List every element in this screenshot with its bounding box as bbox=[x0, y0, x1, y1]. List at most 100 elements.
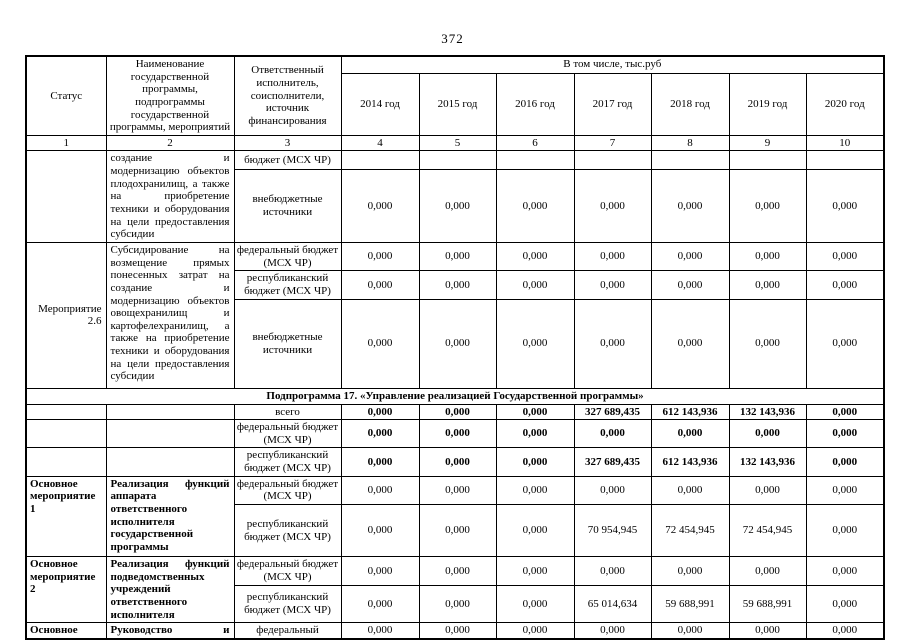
value-cell: 612 143,936 bbox=[650, 403, 730, 421]
header-year: 2017 год bbox=[573, 72, 652, 136]
table-row: республиканский бюджет (МСХ ЧР) 0,000 0,0… bbox=[26, 504, 885, 558]
value-cell bbox=[728, 150, 807, 170]
value-cell: 0,000 bbox=[728, 270, 807, 300]
value-cell: 0,000 bbox=[495, 447, 575, 477]
value-cell: 0,000 bbox=[728, 241, 807, 272]
value-cell: 0,000 bbox=[340, 475, 420, 506]
value-cell: 0,000 bbox=[805, 475, 885, 506]
value-cell: 0,000 bbox=[805, 504, 885, 558]
value-cell: 0,000 bbox=[418, 504, 497, 558]
index-cell: 5 bbox=[418, 134, 497, 152]
index-cell: 10 bbox=[805, 134, 885, 152]
value-cell: 0,000 bbox=[728, 556, 807, 586]
table-row: республиканский бюджет (МСХ ЧР) 0,000 0,0… bbox=[25, 447, 885, 477]
status-cell: Мероприятие 2.6 bbox=[25, 241, 107, 389]
index-cell: 6 bbox=[495, 134, 575, 152]
table-row: федеральный бюджет (МСХ ЧР) 0,000 0,000 0,… bbox=[25, 419, 885, 449]
table-row: Статус Наименование государственной прог… bbox=[25, 55, 885, 136]
value-cell: 0,000 bbox=[418, 298, 497, 389]
index-cell: 8 bbox=[650, 134, 730, 152]
header-year: 2019 год bbox=[728, 72, 807, 136]
header-year: 2014 год bbox=[340, 72, 420, 136]
value-cell: 0,000 bbox=[805, 622, 885, 640]
value-cell: 0,000 bbox=[573, 556, 652, 586]
value-cell: 0,000 bbox=[418, 556, 497, 586]
value-cell: 0,000 bbox=[495, 298, 575, 389]
source-cell: внебюджетные источники bbox=[233, 168, 342, 243]
value-cell: 0,000 bbox=[728, 298, 807, 389]
value-cell: 0,000 bbox=[495, 241, 575, 272]
table-row: Основное Руководство и федеральный 0,000… bbox=[25, 622, 885, 640]
value-cell: 0,000 bbox=[728, 622, 807, 640]
status-cell: Основное bbox=[25, 622, 107, 640]
table-row: республиканский бюджет (МСХ ЧР) 0,000 0,0… bbox=[26, 584, 885, 624]
header-name: Наименование государственной программы, … bbox=[105, 55, 235, 136]
value-cell: 0,000 bbox=[418, 475, 497, 506]
source-cell: республиканский бюджет (МСХ ЧР) bbox=[233, 270, 342, 300]
source-cell: федеральный бюджет (МСХ ЧР) bbox=[233, 475, 342, 506]
value-cell: 72 454,945 bbox=[650, 504, 730, 558]
source-cell: федеральный бюджет (МСХ ЧР) bbox=[233, 241, 342, 272]
value-cell: 0,000 bbox=[805, 270, 885, 300]
header-year: 2020 год bbox=[805, 72, 885, 136]
source-cell: республиканский бюджет (МСХ ЧР) bbox=[233, 504, 342, 558]
value-cell: 0,000 bbox=[418, 241, 497, 272]
value-cell: 327 689,435 bbox=[573, 403, 652, 421]
value-cell: 0,000 bbox=[340, 168, 420, 243]
value-cell: 0,000 bbox=[340, 403, 420, 421]
table-row: внебюджетные источники 0,000 0,000 0,000 0,… bbox=[26, 298, 885, 389]
value-cell: 0,000 bbox=[650, 622, 730, 640]
source-cell: федеральный бюджет (МСХ ЧР) bbox=[233, 556, 342, 586]
table-row: Основное мероприятие 2 Реализация функци… bbox=[25, 556, 885, 624]
value-cell: 0,000 bbox=[728, 168, 807, 243]
index-cell: 7 bbox=[573, 134, 652, 152]
name-cell bbox=[105, 419, 235, 449]
value-cell bbox=[650, 150, 730, 170]
value-cell: 0,000 bbox=[340, 447, 420, 477]
value-cell: 0,000 bbox=[495, 168, 575, 243]
value-cell: 0,000 bbox=[418, 403, 497, 421]
value-cell: 0,000 bbox=[495, 584, 575, 624]
value-cell: 0,000 bbox=[805, 241, 885, 272]
name-cell: Руководство и bbox=[105, 622, 235, 640]
index-cell: 3 bbox=[233, 134, 342, 152]
status-cell: Основное мероприятие 1 bbox=[25, 475, 107, 558]
value-cell bbox=[418, 150, 497, 170]
value-cell bbox=[495, 150, 575, 170]
value-cell: 65 014,634 bbox=[573, 584, 652, 624]
value-cell: 0,000 bbox=[805, 584, 885, 624]
value-cell: 0,000 bbox=[418, 270, 497, 300]
name-cell bbox=[105, 447, 235, 477]
value-cell: 0,000 bbox=[650, 270, 730, 300]
value-cell: 0,000 bbox=[340, 504, 420, 558]
value-cell: 0,000 bbox=[805, 556, 885, 586]
value-cell: 0,000 bbox=[805, 419, 885, 449]
value-cell: 0,000 bbox=[805, 403, 885, 421]
name-cell: Субсидирование на возмещение прямых поне… bbox=[105, 241, 235, 389]
value-cell: 0,000 bbox=[495, 504, 575, 558]
value-cell: 132 143,936 bbox=[728, 447, 807, 477]
index-cell: 9 bbox=[728, 134, 807, 152]
value-cell: 0,000 bbox=[418, 584, 497, 624]
index-cell: 2 bbox=[105, 134, 235, 152]
page-number: 372 bbox=[441, 31, 464, 46]
value-cell: 72 454,945 bbox=[728, 504, 807, 558]
value-cell: 70 954,945 bbox=[573, 504, 652, 558]
value-cell: 0,000 bbox=[573, 270, 652, 300]
value-cell: 612 143,936 bbox=[650, 447, 730, 477]
header-year: 2015 год bbox=[418, 72, 497, 136]
value-cell: 0,000 bbox=[650, 419, 730, 449]
table-row: республиканский бюджет (МСХ ЧР) 0,000 0,0… bbox=[26, 270, 885, 300]
status-cell bbox=[25, 403, 107, 421]
status-cell: Основное мероприятие 2 bbox=[25, 556, 107, 624]
value-cell: 0,000 bbox=[495, 475, 575, 506]
name-cell bbox=[105, 403, 235, 421]
value-cell: 0,000 bbox=[340, 298, 420, 389]
value-cell: 0,000 bbox=[728, 419, 807, 449]
table-row: Основное мероприятие 1 Реализация функци… bbox=[25, 475, 885, 558]
table-row: Мероприятие 2.6 Субсидирование на возмещ… bbox=[25, 241, 885, 389]
value-cell: 0,000 bbox=[340, 556, 420, 586]
value-cell: 0,000 bbox=[650, 556, 730, 586]
value-cell: 0,000 bbox=[573, 475, 652, 506]
header-status: Статус bbox=[25, 55, 107, 136]
